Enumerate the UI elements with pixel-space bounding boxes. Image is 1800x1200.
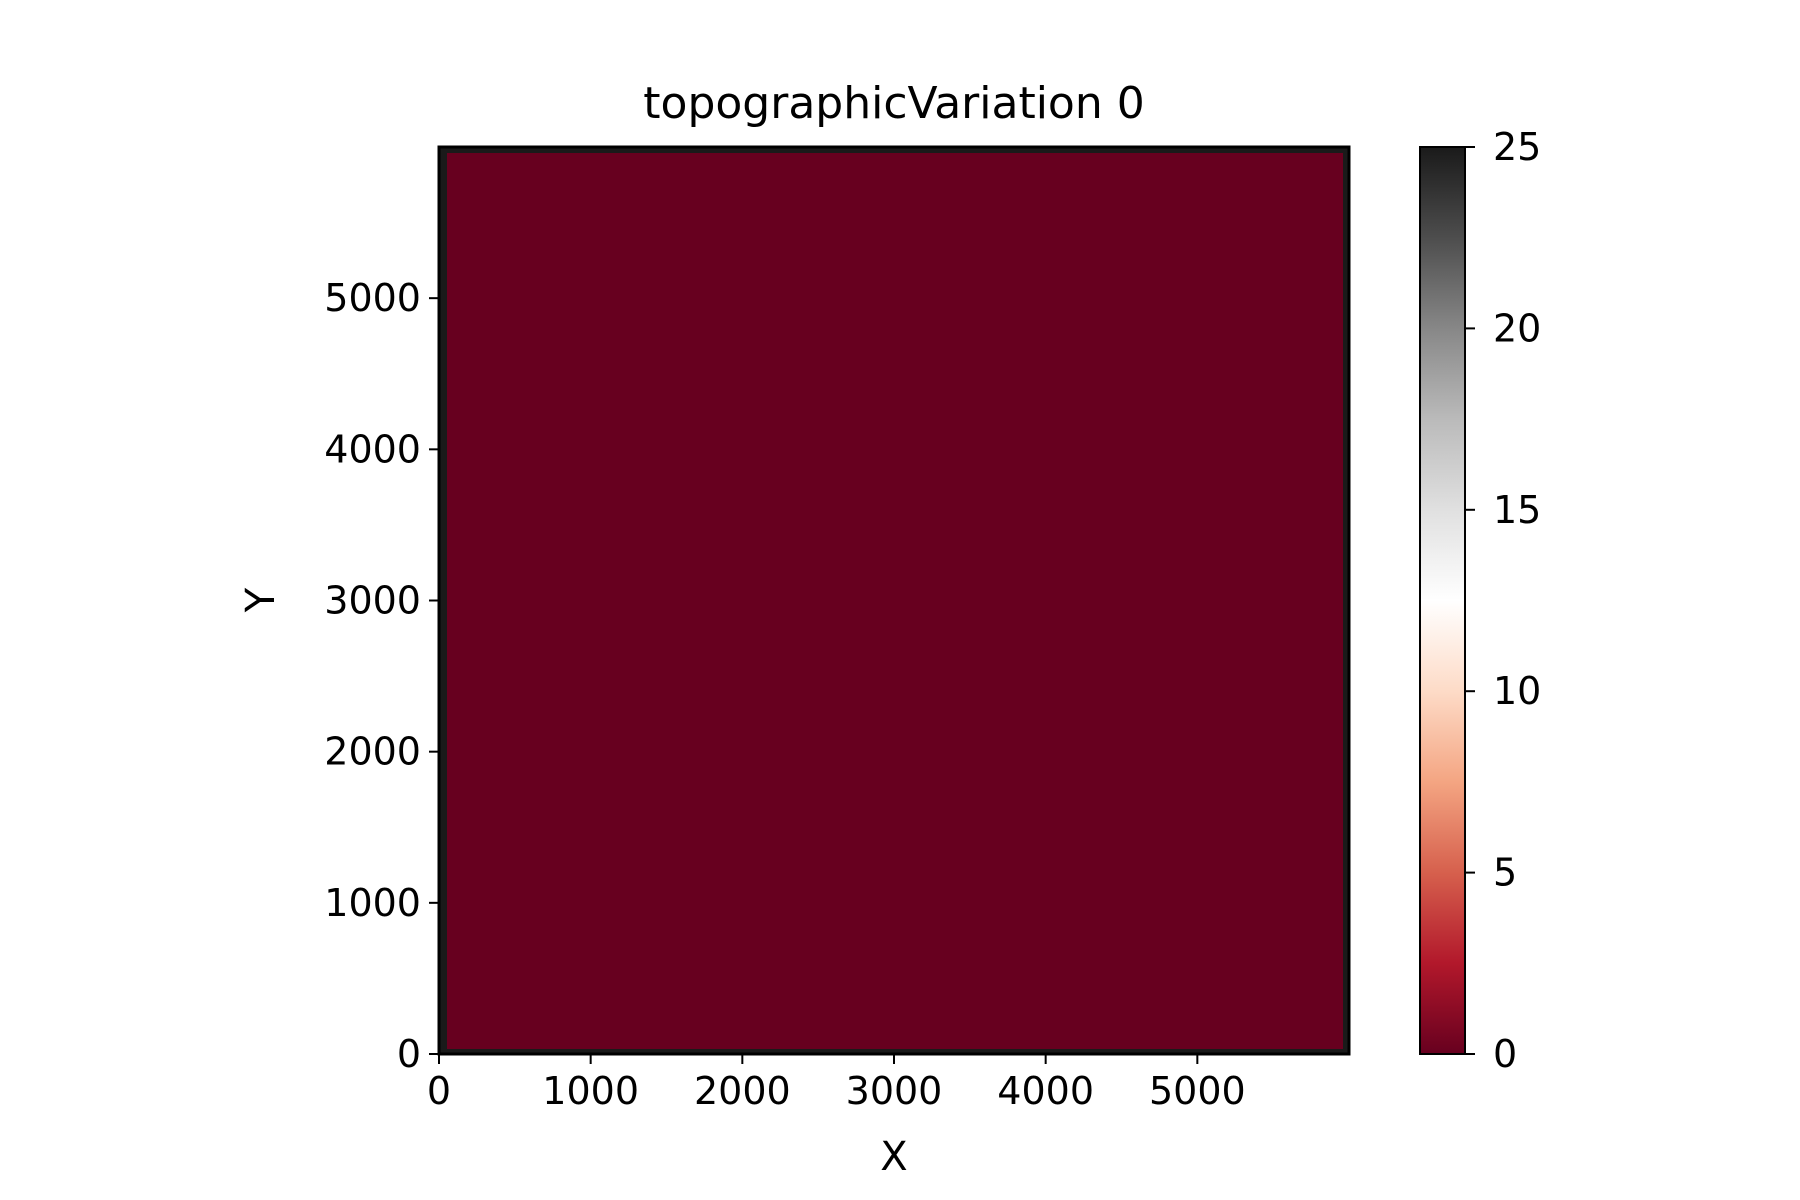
y-tick-label: 0 xyxy=(397,1032,421,1076)
y-tick-label: 4000 xyxy=(324,427,421,471)
y-tick-label: 2000 xyxy=(324,730,421,774)
chart-title: topographicVariation 0 xyxy=(643,78,1144,129)
x-axis-label: X xyxy=(880,1134,907,1180)
colorbar-ticks: 0 5 10 15 20 25 xyxy=(1465,125,1541,1076)
colorbar-tick-label: 5 xyxy=(1493,851,1517,895)
x-tick-label: 3000 xyxy=(846,1069,943,1113)
y-axis-label: Y xyxy=(238,587,284,613)
x-tick-label: 2000 xyxy=(694,1069,791,1113)
colorbar-gradient xyxy=(1419,146,1466,1055)
colorbar-tick-label: 20 xyxy=(1493,306,1541,350)
x-axis-ticks: 0 1000 2000 3000 4000 5000 xyxy=(427,1054,1246,1113)
x-tick-label: 0 xyxy=(427,1069,451,1113)
y-tick-label: 5000 xyxy=(324,276,421,320)
x-tick-label: 1000 xyxy=(542,1069,639,1113)
x-tick-label: 4000 xyxy=(997,1069,1094,1113)
colorbar-tick-label: 25 xyxy=(1493,125,1541,169)
y-axis-ticks: 0 1000 2000 3000 4000 5000 xyxy=(324,276,439,1076)
colorbar: 0 5 10 15 20 25 xyxy=(1419,125,1541,1076)
colorbar-tick-label: 10 xyxy=(1493,669,1541,713)
heatmap-field xyxy=(447,153,1343,1049)
y-tick-label: 1000 xyxy=(324,881,421,925)
colorbar-tick-label: 15 xyxy=(1493,488,1541,532)
colorbar-tick-label: 0 xyxy=(1493,1032,1517,1076)
x-tick-label: 5000 xyxy=(1149,1069,1246,1113)
y-tick-label: 3000 xyxy=(324,579,421,623)
plot-area xyxy=(437,145,1351,1056)
